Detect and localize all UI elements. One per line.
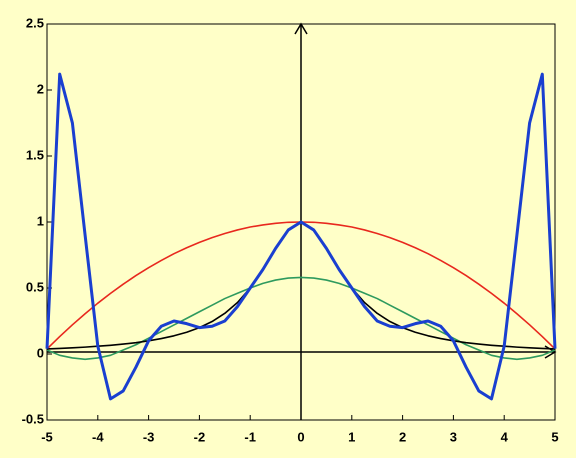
y-tick-label: 1.5 xyxy=(26,147,44,162)
x-tick-label: -5 xyxy=(41,429,53,444)
x-tick-label: 5 xyxy=(551,429,558,444)
y-tick-label: -0.5 xyxy=(22,411,44,426)
y-tick-label: 0.5 xyxy=(26,279,44,294)
y-tick-label: 1 xyxy=(37,213,44,228)
y-axis-arrow xyxy=(294,22,308,35)
series-line xyxy=(45,72,557,401)
x-tick-label: -3 xyxy=(143,429,155,444)
y-tick-label: 2 xyxy=(37,81,44,96)
y-tick-label: 2.5 xyxy=(26,15,44,30)
x-tick-label: 4 xyxy=(501,429,509,444)
x-tick-label: -1 xyxy=(244,429,256,444)
x-tick-label: 2 xyxy=(399,429,406,444)
x-tick-label: 3 xyxy=(450,429,457,444)
x-tick-label: 1 xyxy=(348,429,355,444)
series-line xyxy=(46,276,556,361)
x-tick-label: 0 xyxy=(297,429,304,444)
y-tick-label: 0 xyxy=(37,345,44,360)
x-tick-label: -4 xyxy=(92,429,104,444)
x-tick-label: -2 xyxy=(194,429,206,444)
